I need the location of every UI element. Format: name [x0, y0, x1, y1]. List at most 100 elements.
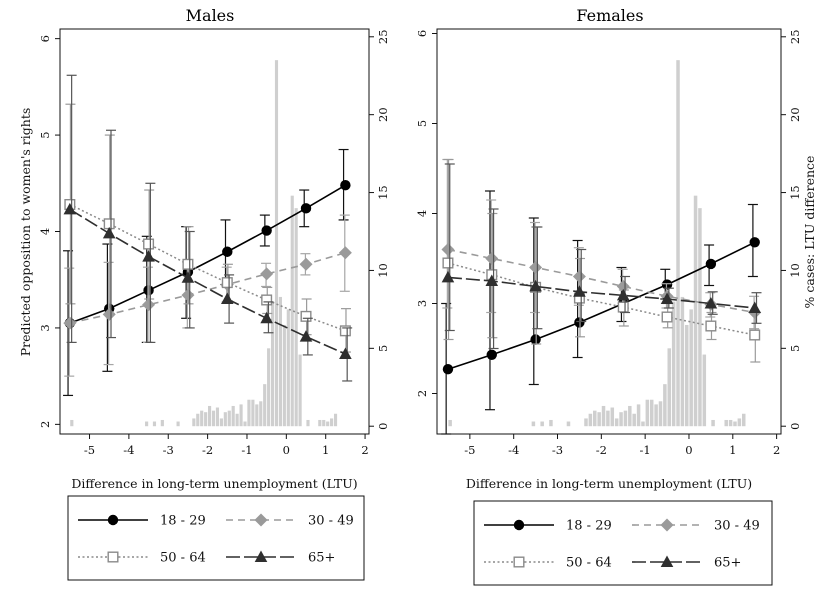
- histogram-bar: [208, 405, 212, 427]
- histogram-bar: [693, 195, 698, 427]
- histogram-bar: [588, 413, 593, 427]
- panel-0: Males 2 3 4 5 6 0 5 10 15 20 25 -5 -4 -3 -2 -1 0 1 2 Differe…: [18, 6, 390, 581]
- histogram-bar: [597, 412, 601, 427]
- histogram-bar: [676, 60, 680, 427]
- series-0: [63, 148, 351, 397]
- histogram-bar: [247, 399, 251, 427]
- data-point: [299, 330, 313, 342]
- y-tick-label: 3: [38, 324, 52, 331]
- data-point: [222, 246, 233, 257]
- histogram-bar: [549, 419, 553, 427]
- legend-label: 50 - 64: [566, 556, 612, 571]
- histogram: [70, 60, 338, 427]
- histogram-bar: [610, 407, 615, 427]
- histogram-bar: [540, 421, 544, 427]
- histogram-bar: [737, 418, 742, 427]
- histogram-bar: [711, 419, 715, 427]
- x-tick-label: -2: [596, 443, 607, 457]
- y-tick-label: 2: [415, 390, 429, 397]
- y2-tick-label: 20: [376, 107, 390, 122]
- legend-label: 30 - 49: [308, 514, 354, 529]
- histogram-bar: [239, 404, 243, 427]
- y-tick-label: 4: [415, 210, 429, 217]
- histogram-bar: [290, 195, 294, 427]
- y2-tick-label: 20: [788, 107, 802, 122]
- data-point: [573, 285, 586, 297]
- legend-marker: [513, 556, 525, 568]
- x-tick-label: 2: [773, 443, 780, 457]
- histogram-bar: [259, 401, 263, 427]
- data-point: [529, 279, 542, 292]
- histogram-bar: [176, 421, 180, 427]
- data-point: [300, 310, 312, 322]
- data-point: [102, 226, 116, 239]
- histogram-bar: [632, 413, 636, 427]
- histogram-bar: [702, 354, 707, 427]
- histogram-bar: [298, 354, 302, 427]
- panel-title: Females: [576, 6, 643, 25]
- data-point: [748, 301, 762, 313]
- y-tick-label: 5: [415, 120, 429, 127]
- histogram-bar: [649, 399, 654, 427]
- data-point: [442, 257, 454, 269]
- histogram-bar: [243, 421, 247, 427]
- histogram-bar: [733, 421, 737, 427]
- y2-tick-label: 5: [788, 345, 802, 352]
- histogram-bar: [326, 421, 330, 427]
- series-1: [63, 214, 352, 377]
- y-axis-title: Predicted opposition to women's rights: [18, 108, 33, 357]
- data-point: [260, 267, 274, 281]
- x-tick-label: -4: [508, 443, 519, 457]
- histogram-bar: [636, 404, 641, 427]
- data-point: [63, 202, 77, 215]
- histogram-bar: [689, 309, 693, 427]
- data-point: [339, 347, 352, 359]
- x-tick-label: 1: [729, 443, 736, 457]
- data-point: [182, 258, 194, 270]
- histogram-bar: [152, 421, 157, 427]
- data-point: [705, 258, 717, 270]
- series-line: [69, 208, 346, 355]
- x-tick-label: -2: [202, 443, 213, 457]
- legend: 18 - 29 30 - 49 50 - 64 65+: [67, 495, 365, 581]
- y2-tick-label: 0: [788, 423, 802, 430]
- histogram-bar: [231, 405, 235, 427]
- data-point: [220, 292, 234, 304]
- histogram-bar: [251, 399, 255, 427]
- data-point: [442, 364, 454, 375]
- x-tick-label: -5: [84, 443, 95, 457]
- histogram-bar: [645, 399, 650, 427]
- data-point: [142, 298, 156, 312]
- histogram-bar: [286, 309, 290, 427]
- data-point: [486, 349, 497, 360]
- data-point: [300, 203, 312, 214]
- legend-marker: [254, 550, 268, 562]
- data-point: [660, 292, 674, 304]
- data-point: [181, 271, 195, 283]
- histogram-bar: [270, 301, 275, 427]
- series-line: [447, 276, 755, 309]
- data-point: [617, 301, 629, 313]
- y-tick-label: 5: [38, 131, 52, 138]
- histogram-bar: [227, 410, 231, 427]
- y2-tick-label: 25: [788, 29, 802, 44]
- histogram-bar: [223, 412, 227, 427]
- histogram-bar: [235, 413, 239, 427]
- histogram-bar: [333, 413, 338, 427]
- histogram-bar: [192, 418, 196, 427]
- histogram-bar: [200, 410, 204, 427]
- histogram-bar: [204, 412, 208, 427]
- histogram: [448, 60, 746, 427]
- y-tick-label: 4: [38, 228, 52, 235]
- histogram-bar: [215, 407, 220, 427]
- data-point: [102, 307, 116, 321]
- legend-marker: [513, 519, 525, 531]
- histogram-bar: [531, 421, 536, 427]
- histogram-bar: [680, 296, 685, 427]
- histogram-bar: [330, 418, 334, 427]
- x-tick-label: -3: [552, 443, 563, 457]
- histogram-bar: [584, 418, 588, 427]
- histogram-bar: [70, 419, 74, 427]
- histogram-bar: [698, 208, 702, 427]
- data-point: [749, 329, 761, 341]
